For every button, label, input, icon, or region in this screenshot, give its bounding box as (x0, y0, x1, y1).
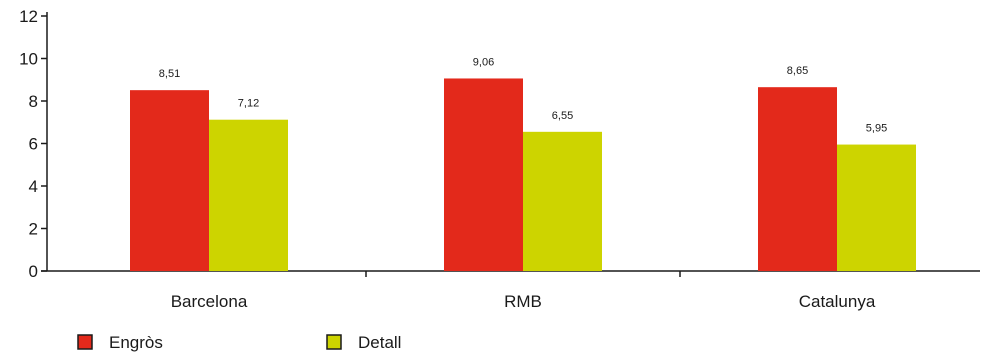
data-label: 7,12 (238, 98, 259, 110)
bar-detall-catalunya (837, 144, 916, 271)
legend-label: Detall (358, 333, 401, 352)
data-label: 5,95 (866, 123, 887, 135)
category-labels: Barcelona RMB Catalunya (171, 292, 876, 311)
data-label: 8,65 (787, 65, 808, 77)
bar-engrs-barcelona (130, 90, 209, 271)
legend-swatch (77, 334, 93, 350)
data-label: 6,55 (552, 110, 573, 122)
y-tick-label: 12 (19, 7, 38, 26)
y-tick-label: 2 (29, 220, 38, 239)
legend-swatch (326, 334, 342, 350)
y-axis: 0 2 4 6 8 10 12 (19, 7, 48, 281)
bar-detall-rmb (523, 131, 602, 271)
y-tick-label: 8 (29, 92, 38, 111)
y-tick-label: 6 (29, 135, 38, 154)
data-labels: 8,51 7,12 9,06 6,55 8,65 5,95 (159, 56, 887, 134)
y-tick-label: 0 (29, 262, 38, 281)
x-tick-label: RMB (504, 292, 542, 311)
legend: Engròs Detall (77, 333, 401, 352)
x-axis (41, 270, 980, 277)
y-tick-label: 4 (29, 177, 38, 196)
x-tick-label: Barcelona (171, 292, 248, 311)
bar-engrs-rmb (444, 78, 523, 271)
bar-detall-barcelona (209, 119, 288, 271)
legend-label: Engròs (109, 333, 163, 352)
bar-engrs-catalunya (758, 87, 837, 271)
y-tick-label: 10 (19, 50, 38, 69)
data-label: 9,06 (473, 56, 494, 68)
legend-item: Engròs (77, 333, 163, 352)
x-tick-label: Catalunya (799, 292, 876, 311)
legend-item: Detall (326, 333, 401, 352)
bars (130, 78, 916, 271)
data-label: 8,51 (159, 68, 180, 80)
